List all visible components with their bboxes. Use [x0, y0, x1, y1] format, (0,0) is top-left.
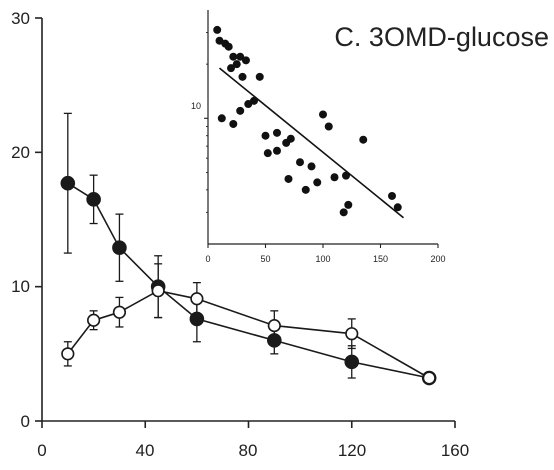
main-y-tick-label: 30: [11, 9, 30, 28]
scatter-point: [286, 134, 295, 143]
regression-line: [218, 67, 405, 219]
scatter-point: [296, 158, 304, 167]
data-point-open: [345, 327, 359, 341]
scatter-point: [236, 106, 245, 115]
scatter-point: [284, 174, 293, 183]
data-point-filled: [112, 240, 127, 256]
data-point-filled: [60, 175, 76, 191]
series-line-open: [67, 289, 430, 379]
scatter-point: [339, 208, 348, 217]
data-point-open: [87, 313, 101, 327]
scatter-point: [238, 72, 247, 81]
data-point-open: [112, 305, 127, 319]
main-chart: 0 40 80 120 160 0 10 20 30: [11, 9, 469, 460]
scatter-point: [342, 171, 350, 180]
scatter-point: [250, 96, 258, 105]
inset-x-tick-label: 100: [315, 254, 330, 264]
scatter-point: [330, 173, 339, 182]
scatter-point: [273, 146, 281, 155]
main-x-tick-label: 120: [338, 441, 366, 460]
scatter-point: [301, 185, 310, 194]
data-point-open: [190, 292, 204, 306]
main-y-tick-labels: 0 10 20 30: [11, 9, 30, 431]
inset-chart-title: C. 3OMD-glucose: [334, 22, 549, 52]
scatter-point: [359, 135, 368, 144]
scatter-point: [273, 128, 281, 137]
main-x-tick-label: 160: [441, 441, 469, 460]
data-point-open: [151, 284, 165, 298]
scatter-point: [344, 200, 353, 209]
scatter-point: [229, 52, 238, 61]
scatter-point: [224, 42, 233, 51]
scatter-point: [388, 191, 396, 200]
main-x-tick-labels: 0 40 80 120 160: [37, 441, 469, 460]
scatter-point: [227, 64, 235, 73]
scatter-point: [229, 119, 238, 128]
scatter-point: [393, 203, 402, 212]
data-point-open: [422, 371, 436, 385]
series-line-filled: [67, 182, 430, 379]
data-point-open: [267, 319, 281, 333]
scatter-point: [236, 52, 245, 61]
scatter-point: [241, 56, 250, 65]
inset-chart: C. 3OMD-glucose 0 50 100 150 200 10: [191, 10, 549, 264]
scatter-point: [263, 149, 272, 158]
scatter-point: [255, 72, 264, 81]
scatter-point: [232, 60, 241, 69]
scatter-point: [217, 114, 226, 123]
scatter-point: [307, 162, 316, 171]
main-y-tick-label: 10: [11, 277, 30, 296]
inset-x-tick-label: 150: [373, 254, 388, 264]
scatter-point: [324, 122, 333, 131]
main-y-tick-label: 20: [11, 143, 30, 162]
main-x-tick-label: 80: [239, 441, 258, 460]
main-y-tick-label: 0: [21, 412, 30, 431]
main-x-tick-label: 40: [136, 441, 155, 460]
scatter-point: [319, 110, 327, 119]
main-x-tick-label: 0: [37, 441, 46, 460]
inset-y-tick-label: 10: [191, 101, 201, 111]
data-point-filled: [86, 192, 101, 207]
inset-x-tick-label: 0: [205, 254, 210, 264]
scatter-point: [261, 131, 270, 140]
data-point-filled: [344, 354, 360, 370]
inset-x-tick-label: 200: [430, 254, 445, 264]
scatter-point: [213, 25, 222, 34]
inset-x-tick-label: 50: [260, 254, 270, 264]
inset-x-tick-labels: 0 50 100 150 200: [205, 254, 445, 264]
scatter-point: [313, 178, 322, 187]
data-point-open: [61, 347, 75, 361]
